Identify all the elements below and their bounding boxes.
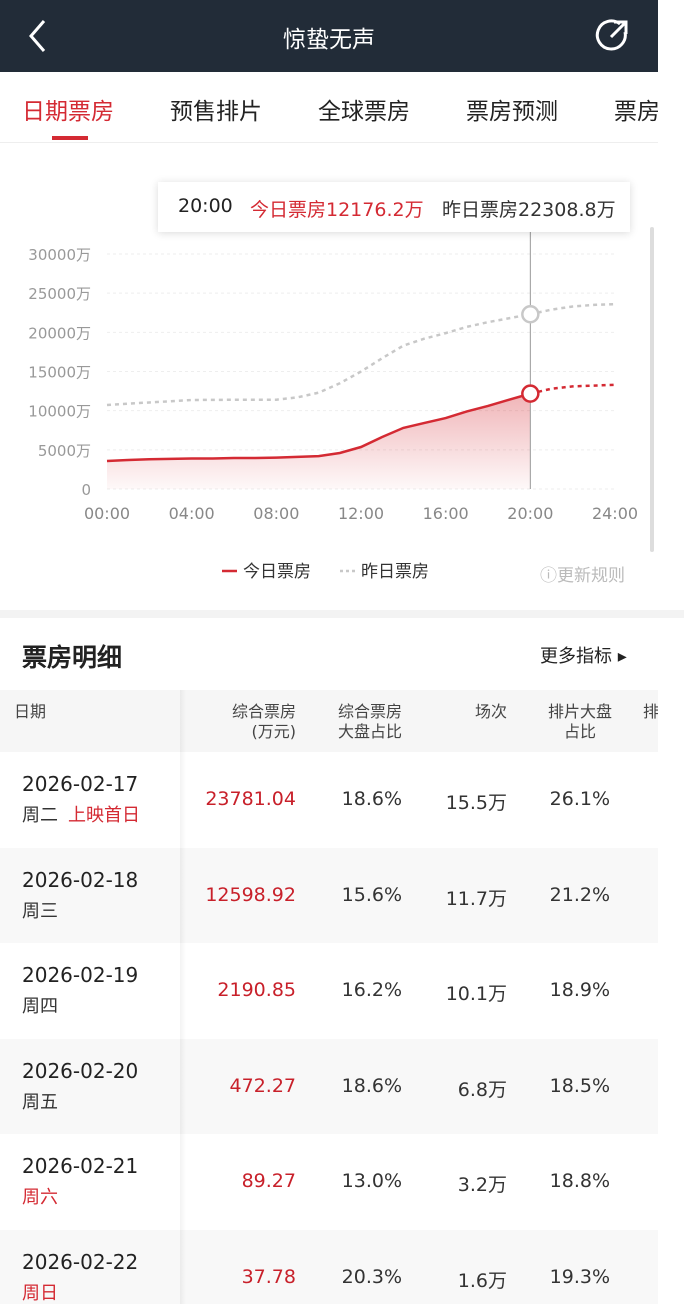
x-tick-label: 04:00	[169, 504, 215, 523]
x-tick-label: 24:00	[592, 504, 638, 523]
column-header: 排	[643, 702, 658, 721]
line-forecast	[530, 383, 616, 395]
row-weekday: 周六	[22, 1187, 58, 1208]
chart: 0 5000万 10000万 15000万 20000万 25000万 30000万 00:0…	[28, 227, 654, 582]
tooltip: 20:00 今日票房12176.2万 昨日票房22308.8万	[158, 182, 630, 232]
header-row	[0, 690, 658, 752]
y-tick-label: 30000万	[28, 246, 91, 264]
y-tick-label: 5000万	[38, 442, 91, 460]
cell: 89.27	[241, 1170, 296, 1192]
cell: 16.2%	[341, 979, 402, 1001]
x-tick-label: 08:00	[253, 504, 299, 523]
tab[interactable]: 票房	[614, 99, 658, 125]
column-header: 场次	[474, 702, 507, 721]
tab[interactable]: 日期票房	[22, 99, 114, 125]
row-weekday: 周日	[22, 1282, 58, 1304]
y-tick-label: 20000万	[28, 324, 91, 342]
sticky-shadow	[180, 690, 186, 1304]
update-rule[interactable]: ⓘ更新规则	[540, 566, 625, 586]
row-weekday: 周三	[22, 900, 58, 922]
cell: 23781.04	[205, 788, 296, 810]
row-tag: 上映首日	[68, 805, 140, 826]
cell: 26.1%	[549, 788, 610, 810]
column-header: 综合票房 (万元)	[231, 702, 296, 741]
legend-label: 今日票房	[243, 562, 311, 582]
cell: 1.6万	[457, 1269, 507, 1292]
cell: 13.0%	[341, 1170, 402, 1192]
page-title: 惊蛰无声	[283, 27, 375, 53]
tab[interactable]: 票房预测	[466, 99, 558, 125]
y-tick-label: 0	[81, 481, 91, 499]
row-weekday: 周五	[22, 1091, 58, 1113]
row	[0, 847, 658, 943]
cell: 18.5%	[549, 1074, 610, 1097]
cell: 6.8万	[457, 1078, 507, 1101]
cell: 18.6%	[341, 1074, 402, 1097]
legend-label: 昨日票房	[361, 562, 429, 582]
row-date: 2026-02-20	[22, 1058, 139, 1083]
row	[0, 752, 658, 848]
cell: 472.27	[229, 1074, 296, 1097]
cell: 19.3%	[549, 1265, 610, 1288]
row-weekday: 周二	[22, 805, 58, 826]
more-metrics[interactable]: 更多指标 ▸	[540, 646, 627, 667]
row-date: 2026-02-17	[22, 772, 139, 796]
cell: 37.78	[241, 1265, 296, 1288]
row-weekday: 周四	[22, 996, 58, 1017]
row-date: 2026-02-21	[22, 1154, 139, 1178]
detail-table: 日期 综合票房 (万元) 综合票房 大盘占比 场次 排片大盘 占比 排 2026-02-17…	[0, 690, 658, 1304]
column-header: 综合票房 大盘占比	[337, 702, 402, 741]
cell: 15.5万	[445, 792, 507, 814]
row-date: 2026-02-22	[22, 1249, 139, 1274]
row	[0, 1134, 658, 1230]
cell: 10.1万	[445, 983, 507, 1005]
marker	[521, 384, 540, 403]
tab[interactable]: 预售排片	[170, 99, 262, 125]
row	[0, 1229, 658, 1304]
tab-indicator	[52, 136, 88, 140]
cell: 12598.92	[205, 883, 296, 906]
column-header: 排片大盘 占比	[547, 702, 612, 741]
cell: 21.2%	[549, 883, 610, 906]
header: 惊蛰无声	[0, 0, 658, 72]
line-solid	[106, 392, 531, 463]
x-tick-label: 20:00	[507, 504, 553, 523]
area	[107, 393, 531, 489]
y-tick-label: 10000万	[28, 403, 91, 421]
row-date: 2026-02-18	[22, 867, 139, 892]
y-tick-label: 15000万	[28, 364, 91, 382]
cell: 18.8%	[549, 1170, 610, 1192]
tab[interactable]: 全球票房	[318, 99, 410, 125]
cell: 15.6%	[341, 883, 402, 906]
cell: 20.3%	[341, 1265, 402, 1288]
y-tick-label: 25000万	[28, 285, 91, 303]
tab-bar: 日期票房 预售排片 全球票房 票房预测 票房	[0, 72, 658, 143]
x-tick-label: 16:00	[423, 504, 469, 523]
marker	[521, 304, 540, 324]
cell: 18.9%	[549, 979, 610, 1001]
row	[0, 1038, 658, 1134]
x-tick-label: 00:00	[84, 504, 130, 523]
x-tick-label: 12:00	[338, 504, 384, 523]
cell: 3.2万	[457, 1174, 507, 1196]
separator	[0, 610, 684, 618]
more-metrics-text: 更多指标	[540, 646, 612, 667]
back-button[interactable]	[26, 18, 50, 54]
line	[106, 302, 616, 407]
column-header: 日期	[14, 702, 47, 721]
update-rule-text: 更新规则	[557, 566, 625, 586]
scrollbar	[650, 227, 654, 552]
section-title: 票房明细	[22, 643, 123, 672]
row-date: 2026-02-19	[22, 963, 139, 987]
tooltip-time: 20:00	[178, 195, 233, 217]
cell: 2190.85	[217, 979, 296, 1001]
tooltip-yesterday: 昨日票房22308.8万	[442, 199, 616, 221]
share-button[interactable]	[594, 18, 630, 54]
cell: 11.7万	[445, 887, 507, 910]
tooltip-today: 今日票房12176.2万	[250, 199, 424, 221]
row	[0, 943, 658, 1039]
cell: 18.6%	[341, 788, 402, 810]
